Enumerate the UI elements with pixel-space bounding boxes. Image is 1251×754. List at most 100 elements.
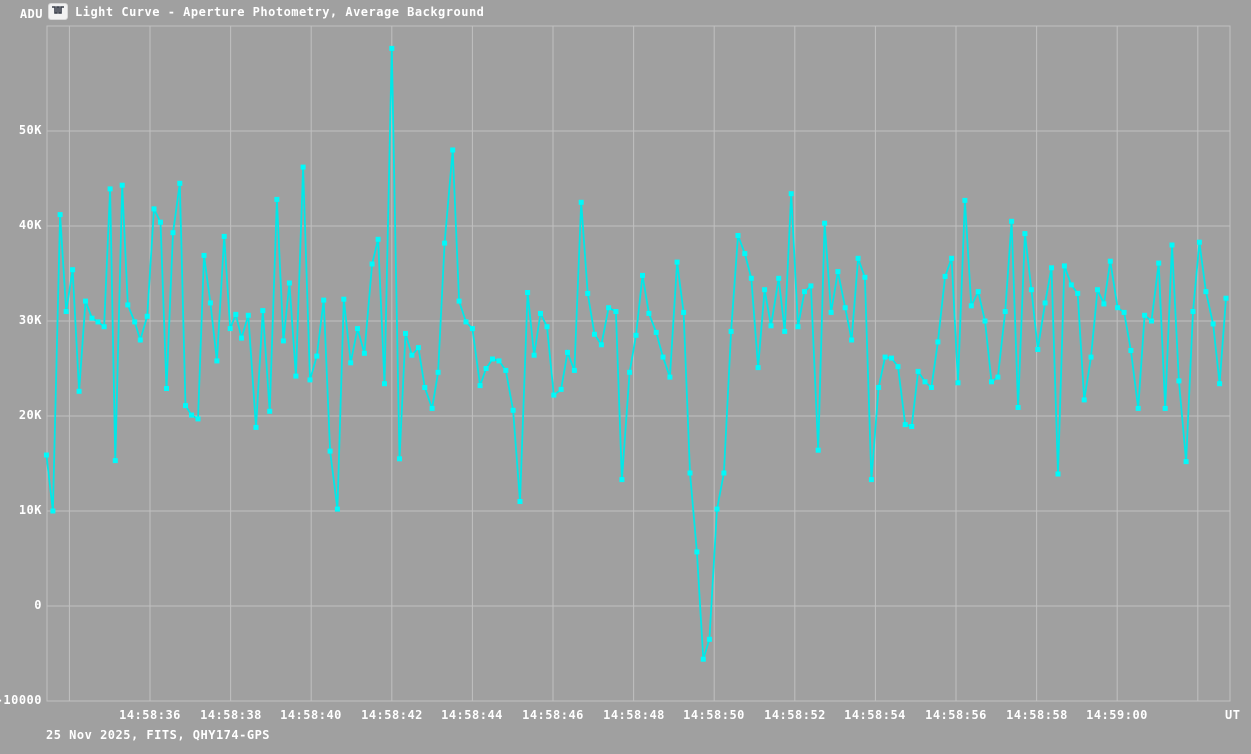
- data-point[interactable]: [674, 259, 680, 265]
- data-point[interactable]: [267, 408, 273, 414]
- data-point[interactable]: [544, 324, 550, 330]
- data-point[interactable]: [409, 352, 415, 358]
- data-point[interactable]: [835, 269, 841, 275]
- data-point[interactable]: [1028, 287, 1034, 293]
- data-point[interactable]: [755, 365, 761, 371]
- data-point[interactable]: [815, 447, 821, 453]
- data-point[interactable]: [355, 326, 360, 332]
- data-point[interactable]: [667, 374, 673, 380]
- data-point[interactable]: [201, 252, 207, 258]
- data-point[interactable]: [558, 386, 564, 392]
- data-point[interactable]: [227, 326, 233, 332]
- data-point[interactable]: [214, 358, 220, 364]
- data-point[interactable]: [895, 364, 901, 370]
- data-point[interactable]: [1049, 265, 1054, 271]
- data-point[interactable]: [469, 326, 475, 332]
- data-point[interactable]: [1196, 239, 1202, 245]
- data-point[interactable]: [221, 233, 227, 239]
- data-point[interactable]: [348, 360, 354, 366]
- data-point[interactable]: [538, 310, 543, 316]
- data-point[interactable]: [849, 337, 855, 343]
- data-point[interactable]: [43, 452, 49, 458]
- data-point[interactable]: [233, 311, 239, 317]
- data-point[interactable]: [928, 385, 934, 390]
- data-point[interactable]: [1002, 309, 1008, 314]
- data-point[interactable]: [935, 339, 941, 345]
- data-point[interactable]: [633, 332, 639, 338]
- data-point[interactable]: [862, 274, 868, 280]
- data-point[interactable]: [882, 354, 888, 360]
- data-point[interactable]: [490, 356, 495, 362]
- data-point[interactable]: [922, 379, 928, 385]
- data-point[interactable]: [742, 251, 748, 257]
- data-point[interactable]: [889, 355, 894, 361]
- data-point[interactable]: [334, 506, 340, 512]
- data-point[interactable]: [107, 186, 113, 192]
- data-point[interactable]: [915, 368, 921, 374]
- data-point[interactable]: [1128, 348, 1134, 353]
- data-point[interactable]: [341, 296, 347, 302]
- data-point[interactable]: [183, 403, 188, 409]
- data-point[interactable]: [1190, 309, 1196, 314]
- data-point[interactable]: [170, 230, 176, 236]
- data-point[interactable]: [578, 199, 584, 205]
- data-point[interactable]: [1169, 242, 1175, 248]
- data-point[interactable]: [1115, 305, 1121, 311]
- data-point[interactable]: [151, 206, 157, 212]
- data-point[interactable]: [1022, 231, 1028, 237]
- data-point[interactable]: [483, 366, 489, 371]
- data-point[interactable]: [442, 240, 448, 246]
- data-point[interactable]: [361, 350, 367, 356]
- data-point[interactable]: [477, 383, 483, 389]
- data-point[interactable]: [551, 392, 557, 398]
- data-point[interactable]: [286, 280, 292, 286]
- data-point[interactable]: [995, 374, 1001, 380]
- data-point[interactable]: [782, 328, 788, 334]
- data-point[interactable]: [1183, 459, 1189, 465]
- data-point[interactable]: [1142, 312, 1148, 318]
- data-point[interactable]: [762, 287, 768, 293]
- data-point[interactable]: [132, 319, 138, 325]
- data-point[interactable]: [975, 289, 981, 295]
- data-point[interactable]: [189, 412, 194, 418]
- data-point[interactable]: [503, 367, 509, 373]
- data-point[interactable]: [369, 261, 375, 267]
- data-point[interactable]: [855, 255, 861, 261]
- data-point[interactable]: [1088, 354, 1094, 360]
- data-point[interactable]: [822, 220, 828, 226]
- data-point[interactable]: [1042, 300, 1048, 306]
- data-point[interactable]: [700, 656, 706, 662]
- data-point[interactable]: [389, 45, 395, 51]
- data-point[interactable]: [1068, 282, 1074, 288]
- data-point[interactable]: [435, 369, 441, 375]
- data-point[interactable]: [828, 309, 834, 315]
- data-point[interactable]: [517, 499, 523, 504]
- data-point[interactable]: [606, 305, 612, 311]
- data-point[interactable]: [962, 197, 968, 203]
- data-point[interactable]: [239, 335, 244, 341]
- data-point[interactable]: [1035, 347, 1041, 352]
- data-point[interactable]: [619, 477, 625, 483]
- data-point[interactable]: [144, 313, 150, 319]
- data-point[interactable]: [1223, 295, 1229, 301]
- data-point[interactable]: [1156, 260, 1162, 266]
- data-point[interactable]: [70, 267, 76, 273]
- data-point[interactable]: [598, 342, 604, 348]
- data-point[interactable]: [706, 636, 712, 642]
- data-point[interactable]: [660, 354, 666, 360]
- data-point[interactable]: [776, 275, 782, 281]
- data-point[interactable]: [768, 323, 774, 329]
- data-point[interactable]: [101, 324, 107, 330]
- data-point[interactable]: [571, 367, 577, 373]
- data-point[interactable]: [63, 309, 69, 314]
- data-point[interactable]: [207, 300, 213, 306]
- data-point[interactable]: [646, 310, 652, 316]
- data-point[interactable]: [300, 164, 306, 170]
- data-point[interactable]: [613, 309, 619, 314]
- data-point[interactable]: [1055, 471, 1061, 477]
- data-point[interactable]: [640, 272, 645, 278]
- data-point[interactable]: [1061, 263, 1067, 269]
- data-point[interactable]: [653, 329, 659, 335]
- data-point[interactable]: [842, 305, 848, 311]
- data-point[interactable]: [681, 309, 687, 315]
